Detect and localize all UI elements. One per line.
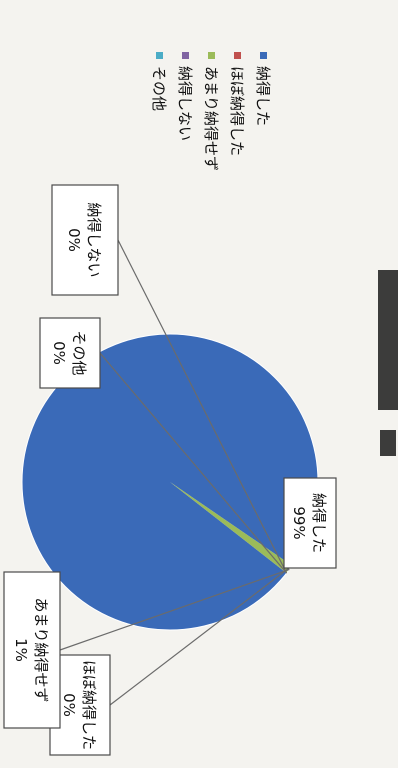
- leader-line: [59, 568, 290, 651]
- legend-label: ほぼ納得した: [228, 66, 246, 156]
- leader-line: [109, 565, 293, 706]
- pie-slice-0: [22, 334, 318, 630]
- data-label-percent: 0%: [50, 341, 68, 365]
- pie-slices: [21, 333, 319, 631]
- legend-swatch: [182, 52, 189, 59]
- legend-label: 納得した: [254, 66, 272, 126]
- legend-label: 納得しない: [176, 66, 194, 141]
- legend-swatch: [156, 52, 163, 59]
- data-label-name: 納得しない: [85, 202, 103, 277]
- legend-label: あまり納得せず: [202, 66, 220, 171]
- data-label-percent: 99%: [290, 506, 308, 539]
- data-label-box: [39, 317, 101, 389]
- legend-swatch: [260, 52, 267, 59]
- data-label-name: あまり納得せず: [32, 597, 50, 702]
- leader-line: [99, 352, 288, 574]
- data-label-box: [3, 571, 61, 729]
- data-label-box: [283, 477, 337, 569]
- data-label-name: その他: [70, 330, 88, 375]
- cropped-title-fragment: [378, 270, 398, 456]
- data-label-name: ほぼ納得した: [80, 660, 98, 750]
- pie-slice-2: [170, 482, 293, 574]
- legend-swatch: [234, 52, 241, 59]
- legend-swatch: [208, 52, 215, 59]
- data-label-percent: 0%: [60, 693, 78, 717]
- data-label-name: 納得した: [310, 493, 328, 553]
- data-label-box: [51, 184, 119, 296]
- leader-line: [117, 239, 288, 574]
- leader-lines: [59, 239, 293, 706]
- data-label-percent: 0%: [65, 228, 83, 252]
- data-label-percent: 1%: [12, 638, 30, 662]
- legend-label: その他: [150, 66, 168, 111]
